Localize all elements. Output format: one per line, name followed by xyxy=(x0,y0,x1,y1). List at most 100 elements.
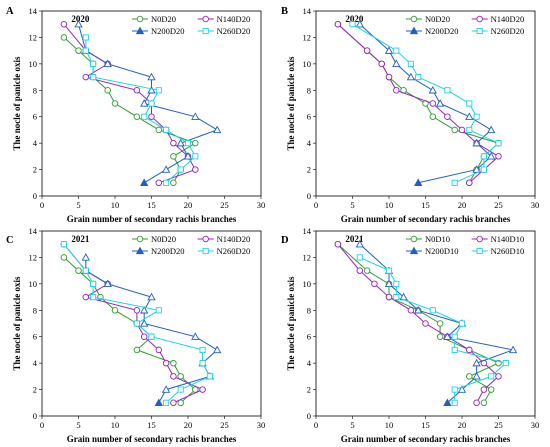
data-point xyxy=(103,279,112,288)
data-point xyxy=(472,372,481,380)
x-tick-label: 25 xyxy=(220,420,229,430)
data-point xyxy=(111,100,119,107)
data-point xyxy=(147,72,156,81)
legend-item: N0D20 xyxy=(131,234,176,244)
legend-item: N140D20 xyxy=(197,234,250,244)
x-tick-label: 0 xyxy=(40,420,44,430)
series-line xyxy=(337,23,500,184)
data-point xyxy=(199,346,206,353)
data-point xyxy=(472,165,481,173)
legend-item: N140D10 xyxy=(471,234,525,244)
legend-marker xyxy=(476,27,483,35)
x-tick-label: 25 xyxy=(494,200,503,210)
plot-frame xyxy=(41,230,262,417)
x-tick-label: 20 xyxy=(184,200,193,210)
data-point xyxy=(355,19,364,28)
legend-marker xyxy=(202,247,209,255)
data-point xyxy=(385,73,393,81)
legend-label: N140D20 xyxy=(217,14,251,24)
series-line xyxy=(78,24,219,184)
legend-label: N0D20 xyxy=(425,14,450,24)
x-tick-label: 25 xyxy=(220,200,229,210)
data-point xyxy=(176,138,185,147)
legend-marker xyxy=(409,246,419,255)
x-tick-label: 30 xyxy=(257,420,266,430)
legend-marker xyxy=(136,235,144,243)
x-tick-label: 0 xyxy=(314,200,318,210)
data-point xyxy=(103,59,112,68)
legend-item: N200D20 xyxy=(405,26,459,36)
data-point xyxy=(378,60,385,68)
series-n140d20 xyxy=(60,20,199,187)
legend-marker xyxy=(476,235,483,243)
legend-label: N140D10 xyxy=(491,234,525,244)
series-n0d10 xyxy=(334,240,502,407)
x-tick-label: 15 xyxy=(147,200,156,210)
data-point xyxy=(466,373,473,380)
chart-panel-d: D 0 5 10 15 20 25 30 0 2 4 6 8 10 12 14 Grain number of … xyxy=(281,226,539,444)
data-point xyxy=(155,87,162,94)
data-point xyxy=(393,87,400,94)
data-point xyxy=(133,320,140,327)
data-point xyxy=(466,179,473,187)
legend-item: N140D20 xyxy=(197,14,251,24)
x-axis-title: Grain number of secondary rachis branche… xyxy=(67,214,237,224)
year-label: 2020 xyxy=(345,14,364,24)
data-point xyxy=(140,305,149,314)
y-tick-label: 6 xyxy=(307,112,311,122)
y-tick-label: 14 xyxy=(303,226,312,236)
y-tick-label: 2 xyxy=(307,385,311,395)
year-label: 2021 xyxy=(71,234,90,244)
series-n140d20 xyxy=(60,240,206,407)
y-tick-label: 10 xyxy=(303,59,312,69)
data-point xyxy=(458,320,466,327)
x-tick-label: 10 xyxy=(385,200,394,210)
y-tick-label: 0 xyxy=(33,411,37,421)
data-point xyxy=(458,126,466,134)
year-label: 2021 xyxy=(345,234,364,244)
data-point xyxy=(213,345,222,354)
data-point xyxy=(495,373,502,380)
legend-marker xyxy=(136,15,144,23)
data-point xyxy=(60,20,68,28)
y-tick-label: 2 xyxy=(33,165,37,175)
y-tick-label: 12 xyxy=(303,252,312,262)
data-point xyxy=(170,153,177,160)
data-point xyxy=(444,113,451,120)
data-point xyxy=(81,253,90,261)
series-line xyxy=(337,243,500,404)
series-line xyxy=(85,257,219,404)
x-tick-label: 15 xyxy=(421,200,430,210)
y-tick-label: 4 xyxy=(307,358,312,368)
y-tick-label: 4 xyxy=(33,358,38,368)
data-point xyxy=(147,292,156,301)
chart-panel-b: B 0 5 10 15 20 25 30 0 2 4 6 8 10 12 14 Grain number of … xyxy=(281,6,539,224)
series-n260d20 xyxy=(82,34,199,186)
data-point xyxy=(502,360,509,367)
data-point xyxy=(183,152,193,160)
data-point xyxy=(74,19,83,28)
data-point xyxy=(140,99,149,107)
data-point xyxy=(90,60,97,67)
chart-panel-a: A 0 5 10 15 20 25 30 0 2 4 6 8 10 12 14 Grain number of … xyxy=(6,6,265,224)
data-point xyxy=(473,399,480,407)
data-point xyxy=(162,359,170,367)
data-point xyxy=(213,125,222,134)
legend-marker xyxy=(135,26,145,35)
x-tick-label: 20 xyxy=(458,420,467,430)
series-n140d20 xyxy=(334,20,502,187)
data-point xyxy=(161,385,171,393)
x-tick-label: 10 xyxy=(385,420,394,430)
legend-marker xyxy=(476,15,483,23)
series-n200d20 xyxy=(74,19,222,186)
data-point xyxy=(90,280,97,287)
series-line xyxy=(63,37,197,184)
data-point xyxy=(487,125,496,134)
data-point xyxy=(428,85,437,94)
legend-item: N260D20 xyxy=(197,26,250,36)
data-point xyxy=(443,332,452,340)
data-point xyxy=(82,267,89,274)
data-point xyxy=(451,179,458,186)
legend-item: N0D20 xyxy=(131,14,176,24)
